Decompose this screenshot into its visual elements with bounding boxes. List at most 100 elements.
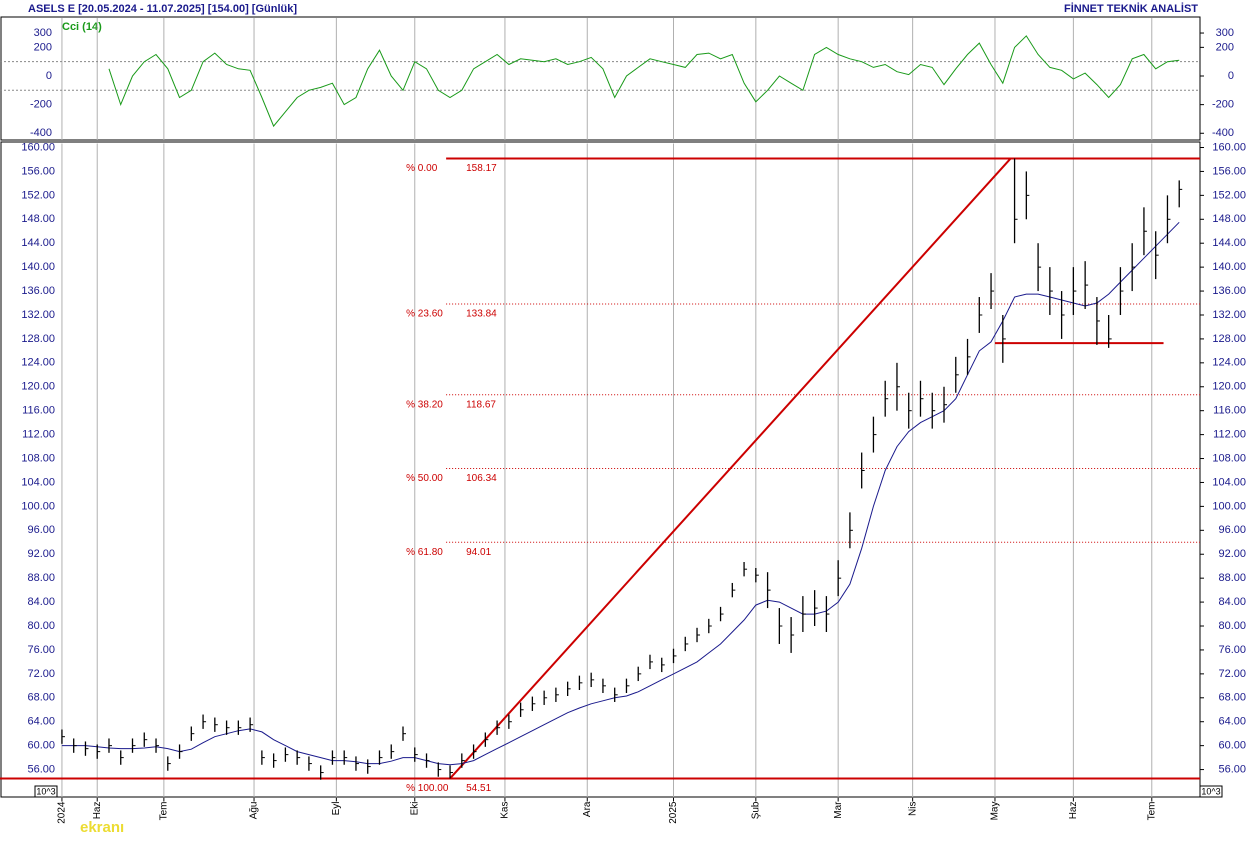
scale-box xyxy=(1199,785,1223,798)
y-tick-label: 300 xyxy=(34,27,52,39)
fib-value: 54.51 xyxy=(466,783,491,794)
fib-value: 133.84 xyxy=(466,309,497,320)
y-tick-label: 156.00 xyxy=(21,165,55,177)
y-tick-label: 104.00 xyxy=(1212,476,1246,488)
cci-line xyxy=(108,35,1180,128)
x-tick-label: Kas xyxy=(500,802,511,819)
scale-note: 10^3 xyxy=(36,786,55,796)
y-tick-label: 92.00 xyxy=(1218,548,1246,560)
y-tick-label: 76.00 xyxy=(27,644,55,656)
y-tick-label: 0 xyxy=(1228,70,1234,82)
y-tick-label: 80.00 xyxy=(1218,620,1246,632)
x-tick-label: May xyxy=(990,802,1001,821)
y-tick-label: 148.00 xyxy=(21,213,55,225)
y-tick-label: 76.00 xyxy=(1218,644,1246,656)
trend-line xyxy=(449,157,1012,780)
x-tick-label: Ara xyxy=(582,801,593,817)
y-tick-label: 108.00 xyxy=(21,452,55,464)
y-tick-label: 104.00 xyxy=(21,476,55,488)
x-tick-label: Tem xyxy=(1146,802,1157,821)
x-tick-label: Mar xyxy=(833,801,844,819)
y-tick-label: 160.00 xyxy=(1212,141,1246,153)
y-tick-label: 60.00 xyxy=(27,740,55,752)
scale-box xyxy=(34,785,58,798)
y-tick-label: 200 xyxy=(1216,41,1234,53)
chart-title: ASELS E [20.05.2024 - 11.07.2025] [154.0… xyxy=(28,3,297,15)
y-tick-label: 68.00 xyxy=(27,692,55,704)
y-tick-label: 144.00 xyxy=(1212,237,1246,249)
y-tick-label: 100.00 xyxy=(21,500,55,512)
fib-value: 94.01 xyxy=(466,547,491,558)
y-tick-label: 152.00 xyxy=(1212,189,1246,201)
y-tick-label: 84.00 xyxy=(1218,596,1246,608)
y-tick-label: 64.00 xyxy=(1218,716,1246,728)
x-tick-label: 2024 xyxy=(57,801,68,824)
x-tick-label: Nis xyxy=(907,802,918,816)
y-tick-label: 112.00 xyxy=(1213,429,1246,441)
fib-value: 106.34 xyxy=(466,473,497,484)
fib-label: % 100.00 xyxy=(406,783,449,794)
watermark: ekranı xyxy=(80,819,124,836)
y-tick-label: 140.00 xyxy=(1212,261,1246,273)
y-tick-label: 112.00 xyxy=(22,429,55,441)
y-tick-label: 92.00 xyxy=(27,548,55,560)
price-frame xyxy=(0,141,1201,798)
source: FİNNET TEKNİK ANALİST xyxy=(1064,2,1198,15)
fib-label: % 0.00 xyxy=(406,163,438,174)
fib-label: % 23.60 xyxy=(406,309,443,320)
y-tick-label: 152.00 xyxy=(21,189,55,201)
y-tick-label: 136.00 xyxy=(21,285,55,297)
y-tick-label: 120.00 xyxy=(21,381,55,393)
fib-label: % 61.80 xyxy=(406,547,443,558)
scale-note: 10^3 xyxy=(1201,786,1220,796)
moving-average xyxy=(61,221,1180,766)
x-tick-label: Tem xyxy=(159,802,170,821)
y-tick-label: 96.00 xyxy=(1218,524,1246,536)
y-tick-label: 128.00 xyxy=(21,333,55,345)
y-tick-label: 124.00 xyxy=(21,357,55,369)
y-tick-label: 80.00 xyxy=(27,620,55,632)
y-tick-label: 156.00 xyxy=(1212,165,1246,177)
y-tick-label: 72.00 xyxy=(1218,668,1246,680)
fib-value: 158.17 xyxy=(466,163,497,174)
y-tick-label: 140.00 xyxy=(21,261,55,273)
y-tick-label: 64.00 xyxy=(27,716,55,728)
y-tick-label: 60.00 xyxy=(1218,740,1246,752)
y-tick-label: -200 xyxy=(30,99,52,111)
y-tick-label: 72.00 xyxy=(27,668,55,680)
y-tick-label: 88.00 xyxy=(1218,572,1246,584)
y-tick-label: 124.00 xyxy=(1212,357,1246,369)
y-tick-label: -400 xyxy=(1212,127,1234,139)
x-tick-label: Haz xyxy=(1068,802,1079,820)
y-tick-label: 56.00 xyxy=(27,763,55,775)
y-tick-label: 300 xyxy=(1216,27,1234,39)
y-tick-label: 120.00 xyxy=(1212,381,1246,393)
y-tick-label: 128.00 xyxy=(1212,333,1246,345)
fib-label: % 38.20 xyxy=(406,399,443,410)
x-tick-label: 2025 xyxy=(668,801,679,824)
fib-value: 118.67 xyxy=(466,399,496,410)
y-tick-label: 132.00 xyxy=(1212,309,1246,321)
cci-label: Cci (14) xyxy=(62,21,102,33)
y-tick-label: 148.00 xyxy=(1212,213,1246,225)
y-tick-label: 136.00 xyxy=(1212,285,1246,297)
y-tick-label: 144.00 xyxy=(21,237,55,249)
y-tick-label: 108.00 xyxy=(1212,452,1246,464)
x-tick-label: Eyl xyxy=(331,802,342,816)
fib-label: % 50.00 xyxy=(406,473,443,484)
y-tick-label: 68.00 xyxy=(1218,692,1246,704)
x-tick-label: Haz xyxy=(92,802,103,820)
cci-frame xyxy=(0,16,1201,141)
y-tick-label: 200 xyxy=(34,41,52,53)
y-tick-label: 116.00 xyxy=(22,405,55,417)
x-tick-label: Ağu xyxy=(249,802,260,820)
y-tick-label: 84.00 xyxy=(27,596,55,608)
y-tick-label: 116.00 xyxy=(1213,405,1246,417)
x-tick-label: Şub xyxy=(750,801,761,819)
y-tick-label: 132.00 xyxy=(21,309,55,321)
y-tick-label: 160.00 xyxy=(21,141,55,153)
y-tick-label: -400 xyxy=(30,127,52,139)
x-tick-label: Eki xyxy=(409,802,420,816)
